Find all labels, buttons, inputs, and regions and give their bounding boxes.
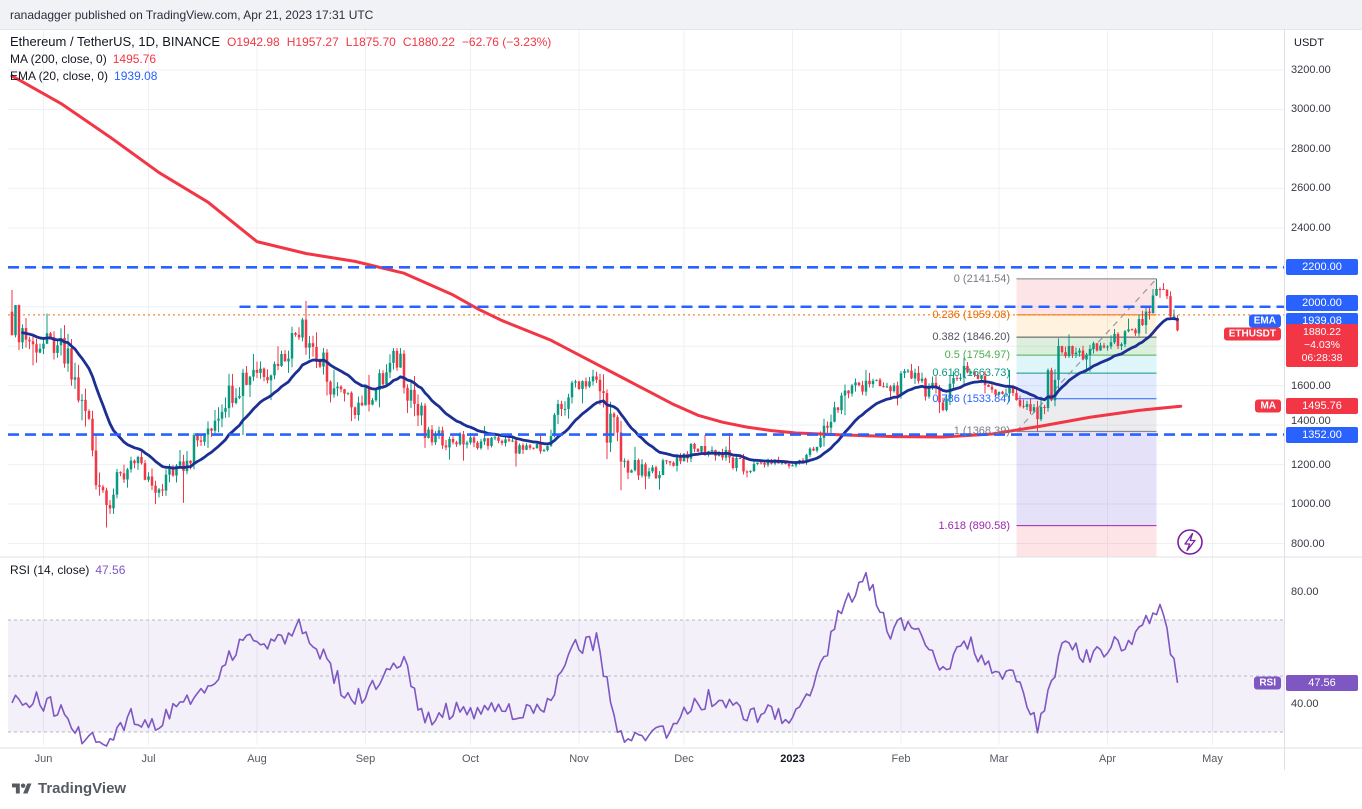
ma-200-line [10,74,1183,439]
fib-level-label: 1 (1368.39) [953,425,1010,438]
price-tick-label: 800.00 [1291,537,1325,550]
ohlc-segment: L1875.70 [345,35,396,49]
time-axis-label: Aug [247,753,267,765]
time-axis-label: Jul [141,753,156,765]
price-tick-label: 2800.00 [1291,142,1331,155]
price-tick-label: 3000.00 [1291,103,1331,116]
price-lines [8,265,1284,436]
rsi-tick-label: 80.00 [1291,586,1319,598]
fib-level-label: 0.236 (1959.08) [932,308,1010,321]
symbol-axis-pill: ETHUSDT [1223,327,1281,341]
ohlc-segment: H1957.27 [286,35,339,49]
ma-legend-value: 1495.76 [112,52,157,66]
symbol-badge-line: −4.03% [1304,339,1340,352]
fib-level-label: 1.618 (890.58) [938,519,1010,532]
time-axis-label: 2023 [780,753,805,765]
ema-20-line [21,317,1179,470]
symbol-price-badge: 1880.22 −4.03% 06:28:38 [1286,324,1358,368]
time-axis-label: Mar [989,753,1009,765]
symbol-legend-row[interactable]: Ethereum / TetherUS, 1D, BINANCE O1942.98… [10,33,551,51]
fib-level-label: 0.786 (1533.84) [932,392,1010,405]
fib-level-label: 0 (2141.54) [953,272,1010,285]
price-tick-label: 1400.00 [1291,415,1331,428]
time-axis-label: Dec [674,753,694,765]
price-tick-label: 2400.00 [1291,221,1331,234]
rsi-line [11,571,1179,747]
ma-legend-row[interactable]: MA (200, close, 0) 1495.76 [10,51,551,68]
time-axis-label: Oct [461,753,480,765]
price-line-badge: 2000.00 [1286,294,1358,311]
price-line-badge: 2200.00 [1286,259,1358,276]
publish-text: ranadagger published on TradingView.com,… [10,7,374,22]
ohlc-values: O1942.98 H1957.27 L1875.70 C1880.22 −62.76 (… [220,35,551,49]
fib-level-label: 0.5 (1754.97) [944,349,1010,362]
rsi-value-badge: 47.56 [1286,674,1358,691]
tradingview-watermark[interactable]: TradingView [12,780,126,797]
rsi-bands [8,619,1284,733]
ma-axis-pill: MA [1255,399,1281,413]
tradingview-logo-icon [12,782,32,793]
ma-value-badge: 1495.76 [1286,398,1358,415]
price-tick-label: 2600.00 [1291,182,1331,195]
rsi-axis-pill: RSI [1254,676,1281,690]
fib-retracement [8,278,1284,557]
price-tick-label: 1600.00 [1291,379,1331,392]
ema-axis-pill: EMA [1248,314,1281,328]
time-axis-label: Apr [1098,753,1117,765]
price-line-badge: 1352.00 [1286,426,1358,443]
time-axis-label: May [1202,753,1223,765]
ema-legend-value: 1939.08 [114,69,158,83]
publish-bar: ranadagger published on TradingView.com,… [0,0,1362,30]
time-axis-label: Sep [355,753,376,765]
rsi-legend-label: RSI (14, close) [10,563,90,577]
ohlc-segment: O1942.98 [227,35,280,49]
price-axis-unit: USDT [1294,37,1324,49]
ema-legend-label: EMA (20, close, 0) [10,69,109,83]
symbol-badge-line: 1880.22 [1303,326,1341,339]
price-tick-label: 1200.00 [1291,458,1331,471]
time-axis-label: Jun [34,753,53,765]
grid-lines [8,30,1284,745]
ma-legend-label: MA (200, close, 0) [10,52,107,66]
ema-legend-row[interactable]: EMA (20, close, 0) 1939.08 [10,68,551,85]
rsi-tick-label: 40.00 [1291,698,1319,710]
chart-legend: Ethereum / TetherUS, 1D, BINANCE O1942.98… [10,33,551,85]
rsi-legend-row[interactable]: RSI (14, close) 47.56 [10,563,125,577]
fib-level-label: 0.382 (1846.20) [932,331,1010,344]
time-axis-label: Feb [891,753,911,765]
fib-level-label: 0.618 (1663.73) [932,367,1010,380]
rsi-legend-value: 47.56 [95,563,126,577]
ohlc-segment: C1880.22 [402,35,455,49]
price-tick-label: 1000.00 [1291,498,1331,511]
price-tick-label: 3200.00 [1291,64,1331,76]
flash-icon[interactable] [1177,529,1203,555]
candles-series [10,278,1179,528]
symbol-badge-line: 06:28:38 [1301,352,1343,365]
time-axis-label: Nov [569,753,589,765]
symbol-title[interactable]: Ethereum / TetherUS, 1D, BINANCE [10,34,221,49]
ohlc-segment: −62.76 (−3.23%) [461,35,552,49]
separators [0,30,1362,770]
watermark-brand: TradingView [38,780,127,797]
